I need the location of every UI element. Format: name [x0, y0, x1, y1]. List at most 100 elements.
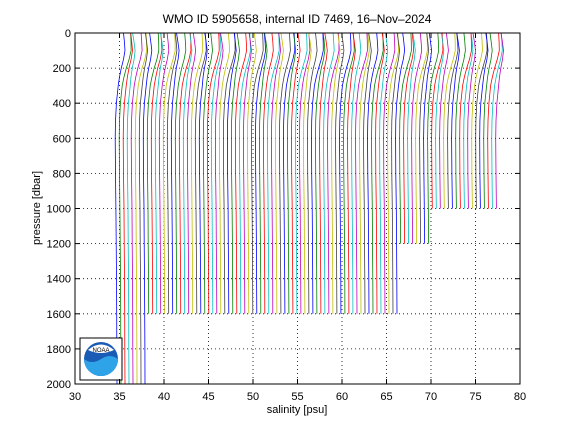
x-tick-label: 60 [336, 391, 348, 403]
profile-line [439, 33, 449, 209]
profile-line [246, 33, 257, 314]
y-tick-label: 1400 [47, 274, 71, 286]
profile-line [399, 33, 412, 244]
profile-line [154, 33, 164, 314]
profile-line [242, 33, 252, 314]
profile-line [270, 33, 281, 314]
profile-line [407, 33, 416, 244]
svg-text:NOAA: NOAA [92, 348, 109, 354]
profile-line [395, 33, 406, 314]
plot-area: NOAA 30 35 40 45 50 55 60 65 70 75 80 0 200 400 600 80… [47, 28, 527, 403]
profile-line [150, 33, 163, 314]
profile-line [327, 33, 340, 314]
profile-lines [114, 33, 504, 384]
x-axis-label: salinity [psu] [267, 404, 328, 416]
profile-line [335, 33, 345, 314]
profile-line [487, 33, 500, 209]
profile-line [367, 33, 379, 314]
y-axis-ticks: 0 200 400 600 800 1000 1200 1400 1600 1800 2000 [47, 28, 520, 391]
profile-line [230, 33, 240, 314]
profile-line [198, 33, 208, 314]
profile-line [130, 33, 143, 384]
x-axis-ticks: 30 35 40 45 50 55 60 65 70 75 80 [69, 33, 526, 403]
y-axis-label: pressure [dbar] [31, 171, 43, 245]
profile-line [471, 33, 483, 209]
y-tick-label: 1600 [47, 309, 71, 321]
profile-line [463, 33, 474, 209]
profile-line [403, 33, 415, 244]
profile-line [347, 33, 356, 314]
profile-line [118, 33, 132, 384]
y-tick-label: 800 [53, 168, 71, 180]
profile-line [431, 33, 444, 209]
noaa-logo: NOAA [79, 337, 123, 381]
profile-line [202, 33, 213, 314]
x-tick-label: 75 [469, 391, 481, 403]
profile-line [122, 33, 133, 384]
profile-line [343, 33, 355, 314]
profile-line [295, 33, 308, 314]
profile-line [174, 33, 187, 314]
profile-line [375, 33, 385, 314]
y-tick-label: 1800 [47, 344, 71, 356]
x-tick-label: 55 [291, 391, 303, 403]
profile-line [278, 33, 291, 314]
profile-line [379, 33, 389, 314]
profile-line [258, 33, 268, 314]
profile-line [451, 33, 460, 209]
profile-line [186, 33, 197, 314]
x-tick-label: 45 [202, 391, 214, 403]
x-tick-label: 70 [425, 391, 437, 403]
profile-line [138, 33, 149, 384]
profile-line [423, 33, 433, 244]
y-tick-label: 0 [65, 28, 71, 40]
profile-line [158, 33, 170, 314]
profile-line [443, 33, 456, 209]
y-tick-label: 600 [53, 133, 71, 145]
profile-line [134, 33, 148, 384]
x-tick-label: 80 [514, 391, 526, 403]
profile-line [383, 33, 396, 314]
profile-line [315, 33, 326, 314]
profile-line [266, 33, 280, 314]
profile-line [479, 33, 489, 209]
profile-line [250, 33, 264, 314]
profile-line [467, 33, 476, 209]
profile-line [206, 33, 220, 314]
grid-lines [75, 33, 520, 384]
profile-line [299, 33, 311, 314]
profile-line [331, 33, 341, 314]
profile-line [491, 33, 503, 209]
profile-line [262, 33, 274, 314]
profile-line [427, 33, 440, 244]
profile-line [435, 33, 445, 209]
profile-line [142, 33, 153, 384]
y-tick-label: 400 [53, 98, 71, 110]
profile-line [359, 33, 370, 314]
y-tick-label: 200 [53, 63, 71, 75]
profile-line [415, 33, 428, 244]
profile-line [210, 33, 222, 314]
x-tick-label: 50 [247, 391, 259, 403]
profile-line [459, 33, 472, 209]
y-tick-label: 1000 [47, 204, 71, 216]
profile-line [226, 33, 237, 314]
profile-line [166, 33, 178, 314]
profile-line [475, 33, 488, 209]
profile-line [254, 33, 267, 314]
profile-line [323, 33, 335, 314]
profile-line [290, 33, 301, 314]
profile-line [311, 33, 324, 314]
x-tick-label: 65 [380, 391, 392, 403]
profile-line [307, 33, 318, 314]
profile-line [455, 33, 466, 209]
profile-line [351, 33, 362, 314]
profile-line [194, 33, 207, 314]
profile-line [274, 33, 284, 314]
y-tick-label: 2000 [47, 379, 71, 391]
profile-line [286, 33, 297, 314]
profile-line [411, 33, 423, 244]
chart-title: WMO ID 5905658, internal ID 7469, 16–Nov… [163, 12, 432, 26]
x-tick-label: 35 [113, 391, 125, 403]
